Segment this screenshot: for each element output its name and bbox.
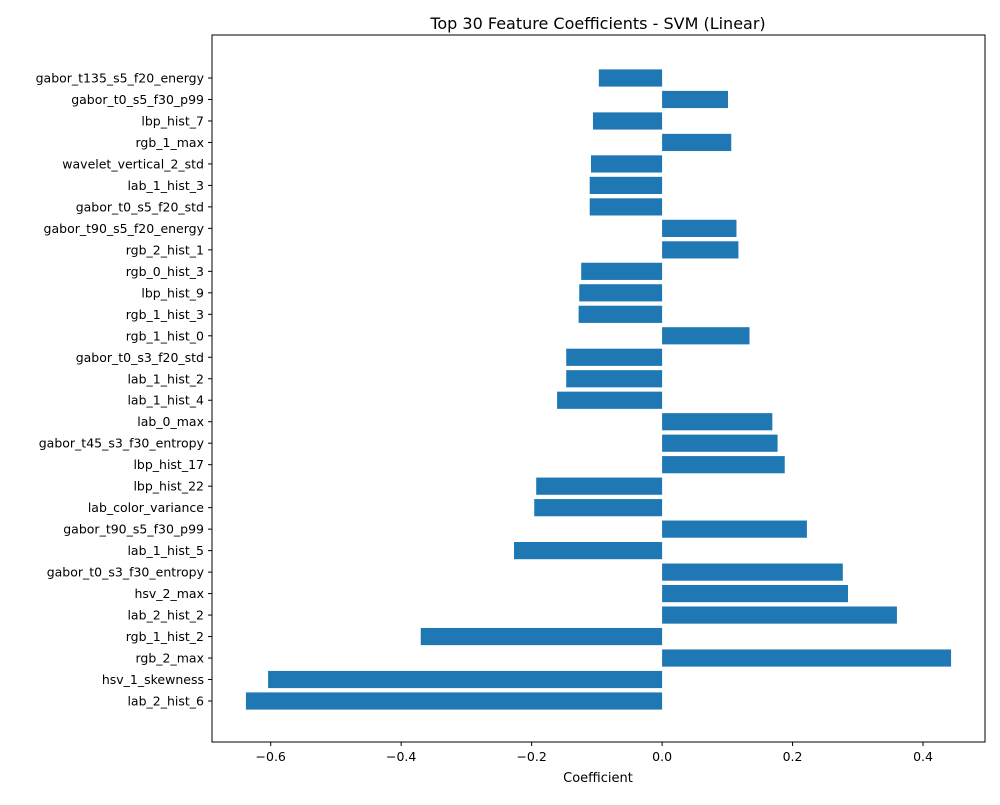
chart-title: Top 30 Feature Coefficients - SVM (Linea… <box>429 14 765 33</box>
plot-frame <box>211 34 986 743</box>
x-tick-label: −0.2 <box>516 749 546 764</box>
x-tick-label: −0.4 <box>386 749 416 764</box>
y-tick-label: gabor_t0_s5_f30_p99 <box>71 92 204 107</box>
bar-rgb_2_hist_1 <box>662 241 739 259</box>
bar-lab_2_hist_2 <box>662 606 897 624</box>
x-tick-label: 0.0 <box>652 749 672 764</box>
y-tick-label: lab_2_hist_6 <box>127 694 204 709</box>
bars-layer <box>245 69 952 710</box>
y-tick-label: gabor_t0_s3_f30_entropy <box>47 565 205 580</box>
bar-lbp_hist_9 <box>579 284 663 302</box>
bar-lbp_hist_7 <box>592 112 663 130</box>
y-tick-label: hsv_1_skewness <box>102 672 204 687</box>
y-tick-label: rgb_1_max <box>136 135 204 150</box>
y-tick-label: rgb_1_hist_0 <box>126 328 204 343</box>
bar-lbp_hist_17 <box>662 456 785 474</box>
y-tick-label: gabor_t90_s5_f30_p99 <box>63 522 204 537</box>
bar-gabor_t0_s3_f20_std <box>566 348 663 366</box>
y-tick-label: lab_1_hist_4 <box>127 393 204 408</box>
bar-rgb_1_max <box>662 133 732 152</box>
bar-lab_2_hist_6 <box>245 692 663 710</box>
y-tick-label: lab_0_max <box>137 414 204 429</box>
y-tick-label: lbp_hist_7 <box>141 113 204 128</box>
bar-rgb_1_hist_3 <box>578 305 663 323</box>
bar-lbp_hist_22 <box>536 477 663 495</box>
bar-gabor_t0_s3_f30_entropy <box>662 563 843 581</box>
x-axis-ticks: −0.6 −0.4 −0.2 0.0 0.2 0.4 <box>256 742 933 764</box>
y-axis-ticks: gabor_t135_s5_f20_energy gabor_t0_s5_f30_… <box>36 71 212 709</box>
x-tick-label: −0.6 <box>256 749 286 764</box>
bar-lab_color_variance <box>534 499 663 517</box>
bar-lab_1_hist_5 <box>514 542 663 560</box>
bar-gabor_t135_s5_f20_energy <box>598 69 663 87</box>
x-tick-label: 0.4 <box>913 749 933 764</box>
bar-gabor_t45_s3_f30_entropy <box>662 434 778 452</box>
y-tick-label: lbp_hist_17 <box>133 457 204 472</box>
x-tick-label: 0.2 <box>783 749 803 764</box>
y-tick-label: lab_1_hist_2 <box>127 371 204 386</box>
bar-lab_1_hist_2 <box>566 370 663 388</box>
y-tick-label: wavelet_vertical_2_std <box>62 156 204 171</box>
bar-gabor_t0_s5_f30_p99 <box>662 90 728 109</box>
x-axis-label: Coefficient <box>563 771 633 786</box>
y-tick-label: rgb_2_max <box>136 651 204 666</box>
bar-gabor_t90_s5_f20_energy <box>662 219 737 237</box>
y-tick-label: lab_2_hist_2 <box>127 608 204 623</box>
bar-lab_1_hist_3 <box>589 176 663 195</box>
y-tick-label: lab_1_hist_3 <box>127 178 204 193</box>
bar-rgb_2_max <box>662 649 952 667</box>
bar-gabor_t0_s5_f20_std <box>589 198 663 216</box>
bar-rgb_1_hist_0 <box>662 327 750 345</box>
y-tick-label: gabor_t90_s5_f20_energy <box>44 221 205 236</box>
y-tick-label: rgb_0_hist_3 <box>126 264 204 279</box>
y-tick-label: lbp_hist_9 <box>141 285 204 300</box>
y-tick-label: rgb_1_hist_3 <box>126 307 204 322</box>
y-tick-label: lab_color_variance <box>88 500 204 515</box>
y-tick-label: lbp_hist_22 <box>133 479 204 494</box>
bar-lab_0_max <box>662 413 773 431</box>
y-tick-label: lab_1_hist_5 <box>127 543 204 558</box>
bar-hsv_1_skewness <box>268 670 663 689</box>
bar-hsv_2_max <box>662 584 849 603</box>
bar-lab_1_hist_4 <box>557 391 663 409</box>
bar-rgb_0_hist_3 <box>581 262 663 280</box>
y-tick-label: hsv_2_max <box>134 586 204 601</box>
bar-rgb_1_hist_2 <box>420 627 663 646</box>
bar-wavelet_vertical_2_std <box>590 155 663 173</box>
bar-gabor_t90_s5_f30_p99 <box>662 520 807 538</box>
y-tick-label: gabor_t45_s3_f30_entropy <box>39 436 205 451</box>
y-tick-label: gabor_t135_s5_f20_energy <box>36 71 205 86</box>
y-tick-label: gabor_t0_s5_f20_std <box>76 199 204 214</box>
y-tick-label: rgb_1_hist_2 <box>126 629 204 644</box>
y-tick-label: gabor_t0_s3_f20_std <box>76 350 204 365</box>
y-tick-label: rgb_2_hist_1 <box>126 242 204 257</box>
